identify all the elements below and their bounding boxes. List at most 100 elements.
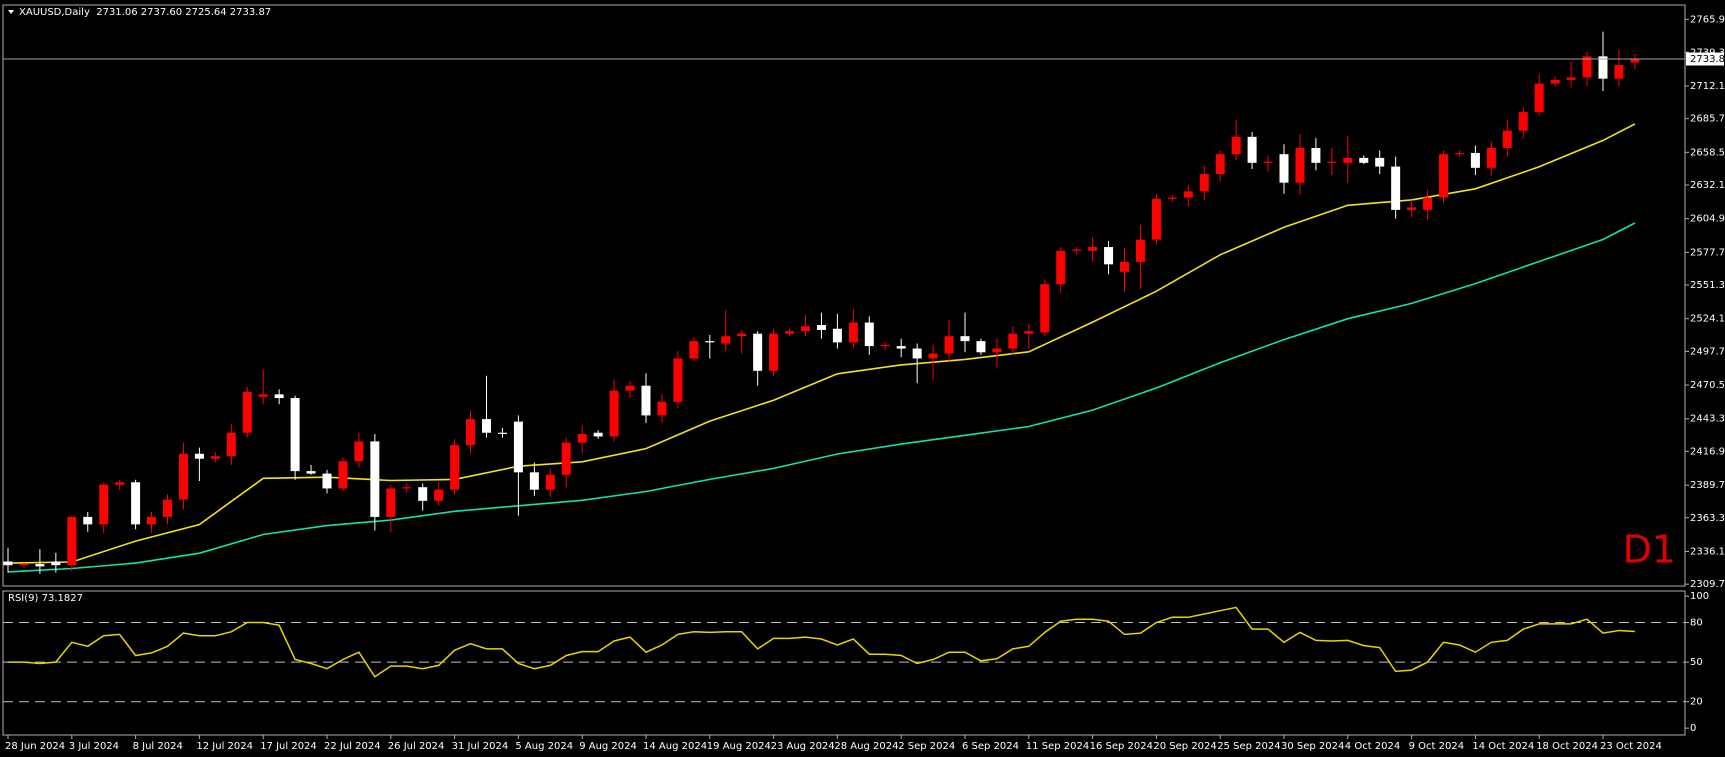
candle-body bbox=[1439, 154, 1448, 198]
candle-body bbox=[1630, 59, 1640, 63]
candle-body bbox=[928, 353, 938, 359]
candle-body bbox=[418, 487, 428, 501]
menu-triangle bbox=[8, 10, 14, 14]
candle-body bbox=[1518, 112, 1528, 131]
candle-body bbox=[960, 336, 970, 342]
candle-body bbox=[1359, 157, 1369, 163]
candle-body bbox=[1614, 65, 1624, 79]
x-tick-label: 9 Aug 2024 bbox=[579, 741, 637, 752]
candle-body bbox=[1056, 250, 1066, 285]
y-tick-label: 2309.70 bbox=[1690, 579, 1725, 590]
candle-body bbox=[1486, 147, 1496, 168]
candle-body bbox=[482, 419, 491, 433]
x-tick-label: 11 Sep 2024 bbox=[1026, 741, 1089, 752]
x-tick-label: 4 Oct 2024 bbox=[1345, 741, 1400, 752]
candle-body bbox=[386, 488, 396, 517]
y-tick-label: 2497.70 bbox=[1690, 346, 1725, 357]
candle-body bbox=[194, 453, 204, 459]
last-price-box bbox=[1686, 52, 1724, 66]
moving-average bbox=[7, 222, 1636, 573]
y-tick-label: 2658.50 bbox=[1690, 147, 1725, 158]
candle-body bbox=[1120, 261, 1129, 272]
y-tick-label: 2685.70 bbox=[1690, 114, 1725, 125]
y-tick-label: 2336.10 bbox=[1690, 546, 1725, 557]
chart-title: XAUUSD,Daily 2731.06 2737.60 2725.64 273… bbox=[19, 7, 271, 18]
candle-body bbox=[1263, 161, 1273, 163]
candle-body bbox=[163, 499, 172, 517]
candle-body bbox=[1199, 173, 1209, 192]
candle-body bbox=[290, 398, 300, 472]
candle-body bbox=[609, 390, 619, 437]
y-tick-label: 2389.70 bbox=[1690, 480, 1725, 491]
x-tick-label: 17 Jul 2024 bbox=[260, 741, 317, 752]
x-tick-label: 28 Aug 2024 bbox=[834, 741, 898, 752]
candle-body bbox=[1566, 77, 1576, 80]
candle-body bbox=[1295, 147, 1305, 183]
candle-body bbox=[1135, 239, 1145, 262]
candle-body bbox=[1534, 83, 1544, 113]
candle-body bbox=[83, 516, 93, 525]
candle-body bbox=[785, 331, 795, 334]
x-tick-label: 9 Oct 2024 bbox=[1409, 741, 1464, 752]
candle-body bbox=[1502, 130, 1512, 148]
candle-body bbox=[338, 461, 348, 489]
candle-body bbox=[753, 333, 763, 371]
candle-body bbox=[1279, 154, 1289, 183]
candle-body bbox=[450, 445, 460, 490]
candle-body bbox=[1598, 56, 1608, 79]
candle-body bbox=[944, 336, 954, 354]
x-tick-label: 28 Jun 2024 bbox=[5, 741, 65, 752]
candle-body bbox=[561, 442, 571, 475]
x-tick-label: 5 Aug 2024 bbox=[515, 741, 573, 752]
price-pane bbox=[2, 4, 1686, 587]
candle-body bbox=[1311, 147, 1321, 163]
y-tick-label: 20 bbox=[1690, 697, 1703, 708]
candle-body bbox=[1247, 136, 1257, 163]
candle-body bbox=[976, 341, 986, 353]
candle-body bbox=[689, 341, 699, 359]
candle-body bbox=[880, 344, 890, 347]
y-tick-label: 2765.90 bbox=[1690, 14, 1725, 25]
candle-body bbox=[1231, 136, 1241, 155]
candle-body bbox=[992, 348, 1002, 353]
x-tick-label: 14 Aug 2024 bbox=[643, 741, 707, 752]
candle-body bbox=[242, 391, 252, 433]
candle-body bbox=[737, 333, 747, 337]
candle-body bbox=[1024, 331, 1034, 334]
x-tick-label: 31 Jul 2024 bbox=[452, 741, 509, 752]
candle-body bbox=[1040, 284, 1050, 333]
x-tick-label: 3 Jul 2024 bbox=[69, 741, 119, 752]
candle-body bbox=[1215, 154, 1225, 174]
candle-body bbox=[801, 326, 810, 332]
candle-body bbox=[354, 441, 364, 462]
candle-body bbox=[848, 322, 858, 343]
rsi-line bbox=[8, 606, 1635, 678]
x-tick-label: 26 Jul 2024 bbox=[388, 741, 445, 752]
x-tick-label: 19 Aug 2024 bbox=[707, 741, 771, 752]
candle-body bbox=[466, 419, 476, 446]
timeframe-label: D1 bbox=[1623, 528, 1676, 572]
candle-body bbox=[1343, 157, 1353, 163]
candle-body bbox=[625, 385, 635, 391]
candle-body bbox=[3, 561, 13, 566]
candle-body bbox=[115, 482, 125, 485]
candle-body bbox=[816, 325, 826, 330]
candle-body bbox=[35, 563, 45, 567]
candle-body bbox=[322, 473, 332, 489]
candle-body bbox=[1072, 249, 1082, 251]
rsi-pane bbox=[2, 590, 1686, 736]
candle-body bbox=[178, 453, 188, 500]
y-tick-label: 2443.30 bbox=[1690, 414, 1725, 425]
x-tick-label: 14 Oct 2024 bbox=[1472, 741, 1534, 752]
x-tick-label: 18 Oct 2024 bbox=[1536, 741, 1598, 752]
x-tick-label: 12 Jul 2024 bbox=[196, 741, 253, 752]
x-tick-label: 23 Oct 2024 bbox=[1600, 741, 1662, 752]
x-tick-label: 30 Sep 2024 bbox=[1281, 741, 1344, 752]
candle-body bbox=[1327, 161, 1337, 163]
moving-average bbox=[7, 123, 1636, 564]
candle-body bbox=[274, 394, 284, 399]
y-tick-label: 2632.10 bbox=[1690, 180, 1725, 191]
